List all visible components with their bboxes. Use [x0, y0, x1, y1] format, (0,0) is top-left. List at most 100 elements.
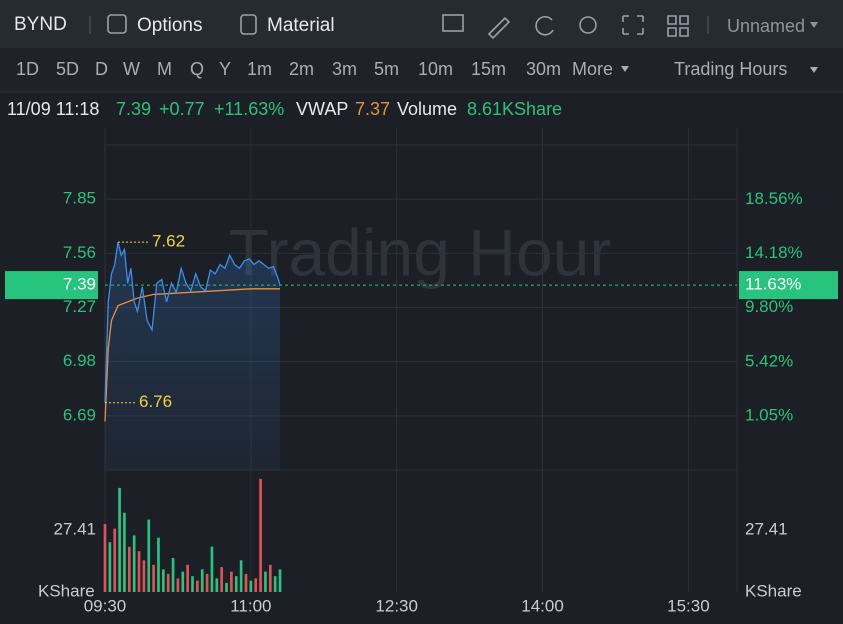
y2-tick-label: 9.80% — [745, 297, 793, 316]
session-select[interactable]: Trading Hours — [674, 59, 787, 79]
price-line — [104, 241, 281, 403]
timeframe-button[interactable]: W — [123, 59, 140, 79]
timeframe-button[interactable]: 1D — [16, 59, 39, 79]
volume-bar — [171, 558, 175, 592]
vwap-line — [104, 288, 281, 422]
volume-bar — [103, 524, 107, 592]
settings-icon[interactable] — [579, 16, 597, 34]
options-button[interactable]: Options — [137, 15, 202, 36]
timeframe-button[interactable]: M — [157, 59, 172, 79]
y-tick-label: 6.69 — [63, 405, 96, 424]
volume-bar — [132, 535, 136, 592]
last-pct-label: 11.63% — [745, 275, 801, 294]
symbol[interactable]: BYND — [14, 14, 67, 35]
volume-bar — [142, 560, 146, 592]
last-pct-box — [739, 271, 838, 300]
timeframe-bar — [0, 48, 843, 92]
volume-unit: KShare — [745, 581, 802, 600]
volume-bar — [157, 537, 160, 592]
timeframe-button[interactable]: More — [572, 59, 613, 79]
y-tick-label: 6.98 — [63, 351, 96, 370]
volume-bar — [181, 571, 185, 592]
indicator-icon[interactable] — [442, 14, 464, 32]
price-area — [105, 242, 281, 470]
volume-tick-label: 27.41 — [745, 519, 788, 538]
volume-tick-label: 27.41 — [53, 519, 96, 538]
volume-bar — [259, 478, 262, 592]
y-tick-label: 7.85 — [63, 189, 96, 208]
x-tick-label: 09:30 — [84, 596, 127, 615]
change: +0.77 — [159, 99, 205, 119]
volume-bar — [215, 578, 219, 592]
timeframe-button[interactable]: 2m — [289, 59, 314, 79]
volume-bar — [268, 564, 272, 592]
volume-bar — [220, 567, 224, 592]
layout-icon[interactable] — [667, 15, 689, 37]
volume-bar — [127, 546, 131, 592]
draw-icon[interactable] — [487, 16, 511, 40]
volume-bar — [239, 560, 243, 592]
timeframes: 1D 5D D W M Q Y 1m 2m 3m 5m 10m 15m 30m More — [16, 59, 613, 79]
timeframe-button[interactable]: 3m — [332, 59, 357, 79]
high-label: 7.62 — [152, 232, 185, 251]
refresh-icon[interactable] — [535, 15, 554, 36]
volume-bar — [123, 512, 126, 592]
volume-bar — [118, 487, 121, 592]
volume-bar — [273, 576, 277, 592]
x-tick-label: 12:30 — [375, 596, 418, 615]
y2-tick-label: 5.42% — [745, 351, 793, 370]
volume-bar — [113, 528, 117, 592]
timeframe-button[interactable]: 30m — [526, 59, 561, 79]
timeframe-button[interactable]: 1m — [247, 59, 272, 79]
chart: Trading Hour 09:30 11:00 12:30 14:00 15:30 6.… — [5, 128, 838, 615]
timeframe-button[interactable]: 15m — [471, 59, 506, 79]
price: 7.39 — [116, 99, 151, 119]
volume-bar — [191, 576, 194, 592]
material-icon[interactable] — [240, 14, 257, 35]
dropdown-arrow — [810, 22, 818, 28]
change-pct: +11.63% — [214, 99, 284, 119]
volume-bar — [230, 571, 233, 592]
volume-bar — [147, 519, 151, 592]
volume-bar — [244, 573, 248, 592]
timeframe-button[interactable]: Q — [190, 59, 204, 79]
volume-bar — [186, 564, 189, 592]
volume-bar — [196, 580, 199, 592]
volume-bar — [176, 578, 180, 592]
timeframe-button[interactable]: Y — [219, 59, 231, 79]
dropdown-arrow — [810, 67, 818, 73]
fullscreen-icon[interactable] — [622, 15, 644, 35]
volume-unit: KShare — [38, 581, 95, 600]
dropdown-arrow — [621, 66, 629, 72]
timeframe-button[interactable]: D — [95, 59, 108, 79]
volume: 8.61KShare — [467, 99, 562, 119]
y2-tick-label: 1.05% — [745, 405, 793, 424]
timeframe-button[interactable]: 10m — [418, 59, 453, 79]
y-tick-label: 7.27 — [63, 297, 96, 316]
x-tick-label: 15:30 — [667, 596, 710, 615]
layout-name[interactable]: Unnamed — [727, 16, 805, 36]
volume-bar — [137, 551, 141, 592]
timeframe-button[interactable]: 5D — [56, 59, 79, 79]
volume-label: Volume — [397, 99, 457, 119]
options-icon[interactable] — [107, 14, 127, 34]
volume-bar — [108, 542, 112, 592]
volume-bar — [278, 569, 282, 592]
x-tick-label: 14:00 — [521, 596, 564, 615]
timeframe-button[interactable]: 5m — [374, 59, 399, 79]
volume-bar — [205, 573, 209, 592]
material-button[interactable]: Material — [267, 15, 335, 36]
last-price-box — [5, 271, 98, 300]
volume-bar — [264, 571, 267, 592]
y2-tick-label: 14.18% — [745, 243, 803, 262]
volume-bar — [249, 580, 253, 592]
y2-tick-label: 18.56% — [745, 189, 803, 208]
volume-bar — [162, 569, 165, 592]
volume-bar — [200, 569, 204, 592]
volume-bar — [254, 578, 258, 592]
toolbar — [0, 0, 843, 48]
datetime: 11/09 11:18 — [7, 99, 99, 119]
watermark: Trading Hour — [229, 215, 612, 289]
info-bar: 11/09 11:18 7.39 +0.77 +11.63% VWAP 7.37… — [7, 99, 562, 119]
